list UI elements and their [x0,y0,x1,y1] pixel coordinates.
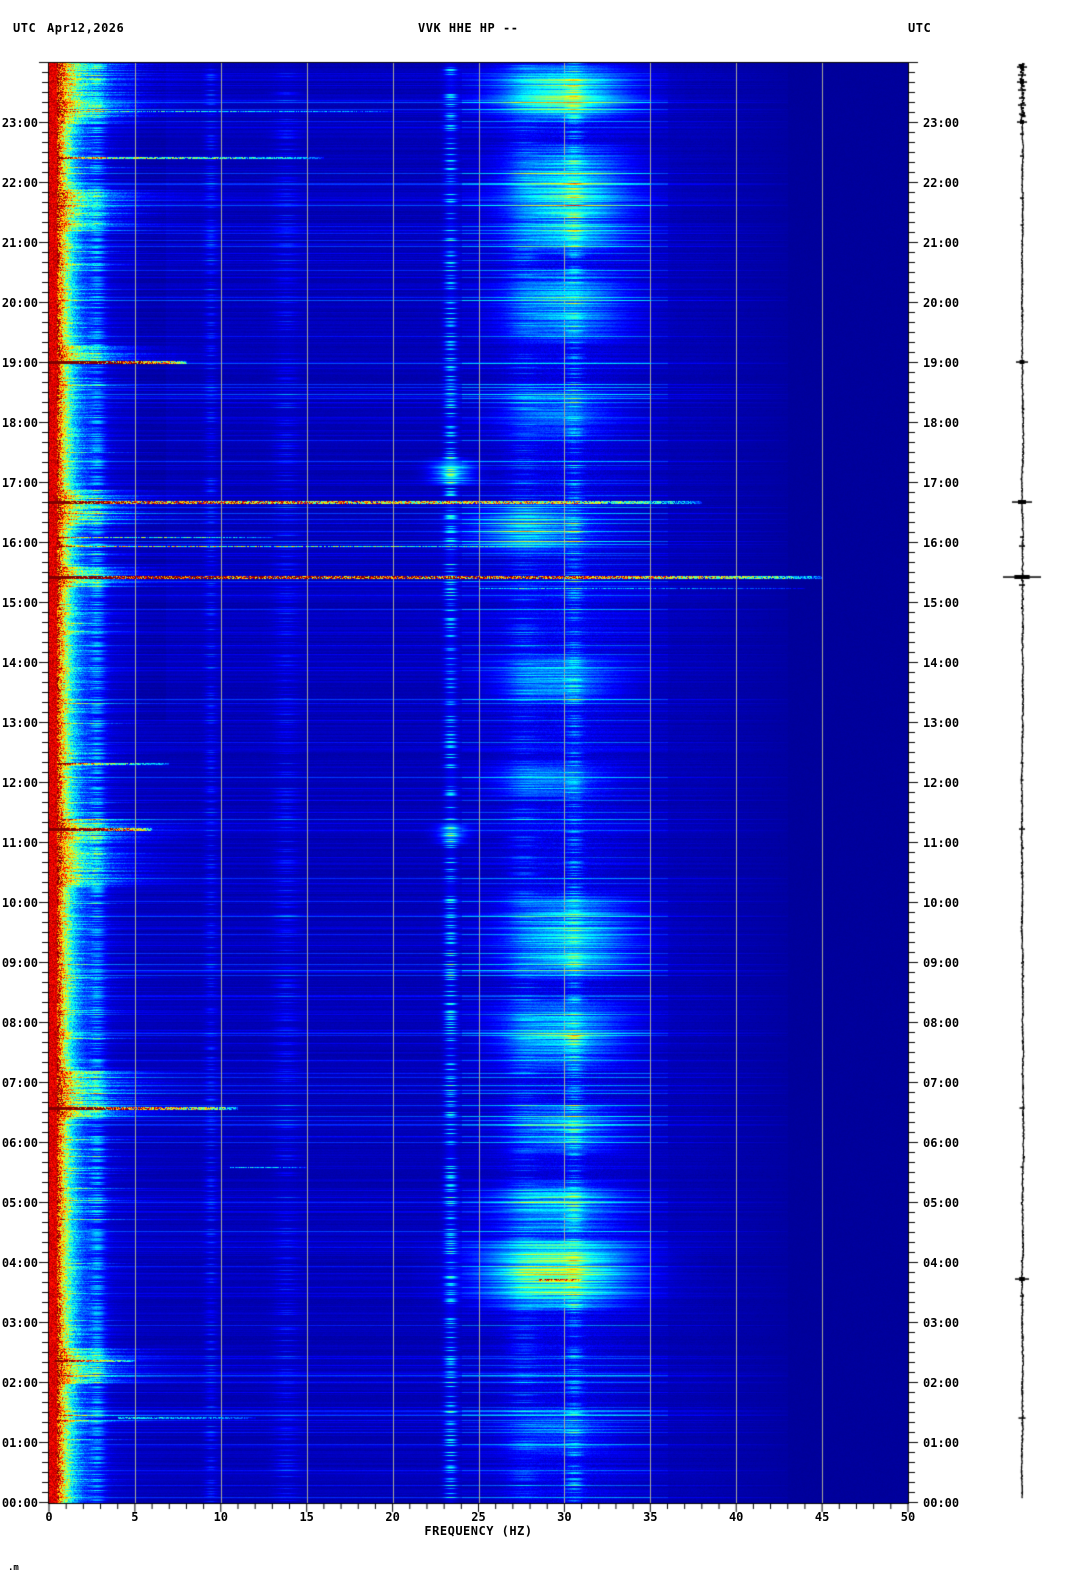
y-tick-label-right: 09:00 [923,956,960,970]
x-tick-label: 10 [213,1510,229,1524]
y-tick-label-left: 08:00 [1,1016,38,1030]
x-tick-label: 35 [643,1510,658,1524]
y-tick-label-right: 02:00 [923,1376,960,1390]
x-tick-label: 30 [557,1510,572,1524]
y-tick-label-right: 22:00 [923,176,960,190]
y-tick-label-left: 13:00 [1,716,38,730]
y-tick-label-left: 09:00 [1,956,38,970]
y-tick-label-right: 06:00 [923,1136,960,1150]
y-tick-label-left: 22:00 [1,176,38,190]
x-axis-title: FREQUENCY (HZ) [424,1524,533,1538]
y-tick-label-left: 16:00 [1,536,38,550]
y-tick-label-right: 14:00 [923,656,960,670]
y-tick-label-right: 12:00 [923,776,960,790]
y-tick-label-left: 04:00 [1,1256,38,1270]
y-tick-label-left: 17:00 [1,476,38,490]
y-tick-label-right: 13:00 [923,716,960,730]
x-tick-label: 25 [471,1510,486,1524]
x-tick-label: 20 [385,1510,400,1524]
x-tick-label: 5 [131,1510,139,1524]
y-tick-label-right: 19:00 [923,356,960,370]
y-tick-label-right: 11:00 [923,836,960,850]
y-tick-label-right: 15:00 [923,596,960,610]
header-date: Apr12,2026 [47,21,125,35]
header-utc-right: UTC [908,21,932,35]
x-tick-label: 45 [814,1510,830,1524]
y-tick-label-left: 07:00 [1,1076,38,1090]
header-utc-left: UTC [13,21,37,35]
x-tick-label: 0 [45,1510,53,1524]
y-tick-label-left: 20:00 [1,296,38,310]
x-tick-label: 40 [728,1510,744,1524]
y-tick-label-right: 23:00 [923,116,960,130]
y-tick-label-left: 15:00 [1,596,38,610]
y-tick-label-right: 10:00 [923,896,960,910]
y-tick-label-right: 07:00 [923,1076,960,1090]
y-tick-label-right: 08:00 [923,1016,960,1030]
y-tick-label-left: 00:00 [1,1496,38,1510]
y-tick-label-right: 21:00 [923,236,960,250]
y-tick-label-left: 11:00 [1,836,38,850]
y-tick-label-left: 19:00 [1,356,38,370]
y-tick-label-left: 05:00 [1,1196,38,1210]
y-tick-label-left: 03:00 [1,1316,38,1330]
y-tick-label-left: 10:00 [1,896,38,910]
y-tick-label-right: 05:00 [923,1196,960,1210]
y-tick-label-right: 01:00 [923,1436,960,1450]
y-tick-label-left: 02:00 [1,1376,38,1390]
y-tick-label-left: 23:00 [1,116,38,130]
y-tick-label-right: 00:00 [923,1496,960,1510]
y-tick-label-right: 18:00 [923,416,960,430]
y-tick-label-right: 03:00 [923,1316,960,1330]
y-tick-label-left: 12:00 [1,776,38,790]
header-station: VVK HHE HP -- [418,21,519,35]
y-tick-label-right: 17:00 [923,476,960,490]
y-tick-label-left: 18:00 [1,416,38,430]
y-tick-label-right: 20:00 [923,296,960,310]
y-tick-label-left: 06:00 [1,1136,38,1150]
y-tick-label-right: 04:00 [923,1256,960,1270]
y-tick-label-right: 16:00 [923,536,960,550]
x-tick-label: 15 [299,1510,314,1524]
y-tick-label-left: 14:00 [1,656,38,670]
corner-artifact-glyph: .m [8,1563,19,1573]
y-tick-label-left: 01:00 [1,1436,38,1450]
x-tick-label: 50 [900,1510,916,1524]
y-tick-label-left: 21:00 [1,236,38,250]
